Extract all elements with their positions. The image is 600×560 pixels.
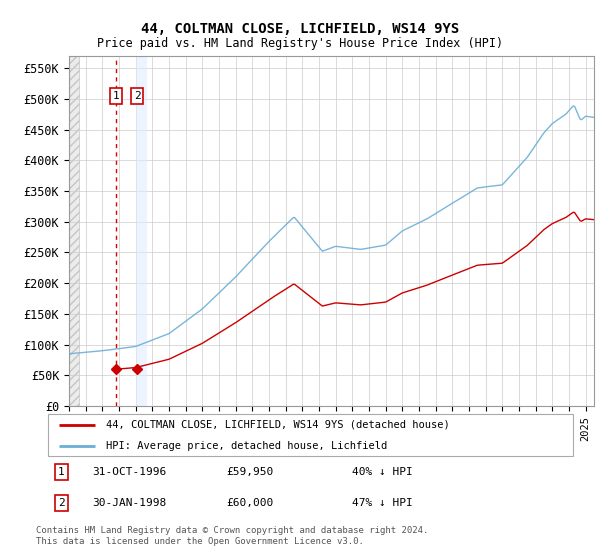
Text: 31-OCT-1996: 31-OCT-1996	[92, 467, 167, 477]
Text: 1: 1	[113, 91, 119, 101]
Bar	[136, 56, 147, 406]
Text: Contains HM Land Registry data © Crown copyright and database right 2024.
This d: Contains HM Land Registry data © Crown c…	[36, 526, 428, 546]
Text: 30-JAN-1998: 30-JAN-1998	[92, 498, 167, 508]
Text: 47% ↓ HPI: 47% ↓ HPI	[353, 498, 413, 508]
Text: £59,950: £59,950	[227, 467, 274, 477]
Text: HPI: Average price, detached house, Lichfield: HPI: Average price, detached house, Lich…	[106, 441, 387, 451]
Text: 1: 1	[58, 467, 65, 477]
Text: 2: 2	[58, 498, 65, 508]
Text: £60,000: £60,000	[227, 498, 274, 508]
Bar	[69, 56, 79, 406]
Text: Price paid vs. HM Land Registry's House Price Index (HPI): Price paid vs. HM Land Registry's House …	[97, 37, 503, 50]
Text: 44, COLTMAN CLOSE, LICHFIELD, WS14 9YS (detached house): 44, COLTMAN CLOSE, LICHFIELD, WS14 9YS (…	[106, 420, 449, 430]
Text: 2: 2	[134, 91, 140, 101]
Text: 40% ↓ HPI: 40% ↓ HPI	[353, 467, 413, 477]
Text: 44, COLTMAN CLOSE, LICHFIELD, WS14 9YS: 44, COLTMAN CLOSE, LICHFIELD, WS14 9YS	[141, 22, 459, 36]
